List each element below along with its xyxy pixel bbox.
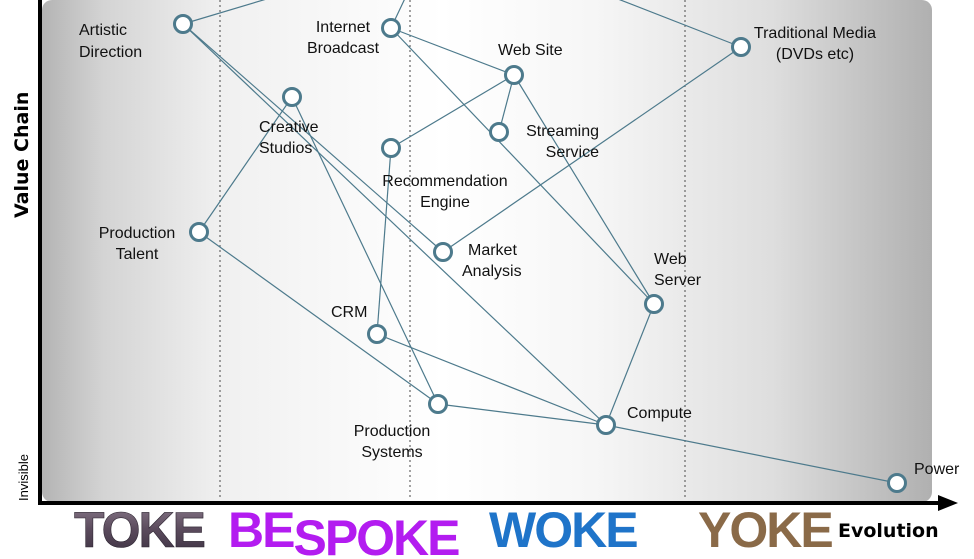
edge <box>442 46 742 253</box>
component-nodes <box>173 14 907 493</box>
node-market-analysis[interactable] <box>433 242 453 262</box>
edge <box>376 147 392 335</box>
stage-dividers <box>219 0 686 500</box>
label-recommendation-engine: Recommendation Engine <box>382 173 507 211</box>
edge <box>605 303 655 426</box>
node-production-talent[interactable] <box>189 222 209 242</box>
edge <box>376 333 607 426</box>
label-creative-studios: Creative Studios <box>259 119 319 157</box>
label-streaming-service: Streaming Service <box>526 123 599 161</box>
node-web-server[interactable] <box>644 294 664 314</box>
label-traditional-media: Traditional Media (DVDs etc) <box>754 25 876 63</box>
node-artistic-direction[interactable] <box>173 14 193 34</box>
stage-label-toke: TOKE <box>74 502 205 558</box>
label-artistic-direction: Artistic Direction <box>79 22 142 61</box>
y-axis-label: Value Chain <box>11 92 33 218</box>
stage-label-woke: WOKE <box>489 502 637 558</box>
stage-label-yoke: YOKE <box>698 502 832 558</box>
edge <box>618 0 742 48</box>
node-crm[interactable] <box>367 324 387 344</box>
edge <box>198 231 439 405</box>
node-labels: Artistic Direction Internet Broadcast Web … <box>79 19 960 478</box>
edge <box>198 96 293 233</box>
x-axis-label: Evolution <box>838 520 939 542</box>
label-web-site: Web Site <box>498 42 563 59</box>
label-power: Power <box>914 461 960 478</box>
node-streaming-service[interactable] <box>489 122 509 142</box>
node-compute[interactable] <box>596 415 616 435</box>
node-creative-studios[interactable] <box>282 87 302 107</box>
x-axis-arrowhead <box>938 495 958 511</box>
map-background <box>42 0 932 502</box>
label-market-analysis: Market Analysis <box>462 242 522 280</box>
edge <box>182 23 607 426</box>
node-production-systems[interactable] <box>428 394 448 414</box>
label-crm: CRM <box>331 304 367 321</box>
node-internet-broadcast[interactable] <box>381 18 401 38</box>
stage-labels: TOKE BESPOKE WOKE YOKE <box>74 502 835 559</box>
edge <box>513 74 655 305</box>
label-web-server: Web Server <box>654 251 702 289</box>
node-traditional-media[interactable] <box>731 37 751 57</box>
label-internet-broadcast: Internet Broadcast <box>307 19 380 57</box>
node-recommendation-engine[interactable] <box>381 138 401 158</box>
label-production-talent: Production Talent <box>99 225 176 263</box>
node-power[interactable] <box>887 473 907 493</box>
stage-label-bespoke: BESPOKE <box>228 502 459 559</box>
y-axis-invisible-label: Invisible <box>16 454 31 501</box>
edge <box>605 424 898 484</box>
label-compute: Compute <box>627 405 692 422</box>
label-production-systems: Production Systems <box>354 423 431 461</box>
edge <box>390 27 655 305</box>
edge <box>182 0 266 25</box>
edge <box>291 96 439 405</box>
edge <box>390 27 515 76</box>
node-web-site[interactable] <box>504 65 524 85</box>
edge <box>390 74 515 149</box>
dependency-edges <box>182 0 898 484</box>
edge <box>437 403 607 426</box>
edge <box>182 23 444 253</box>
